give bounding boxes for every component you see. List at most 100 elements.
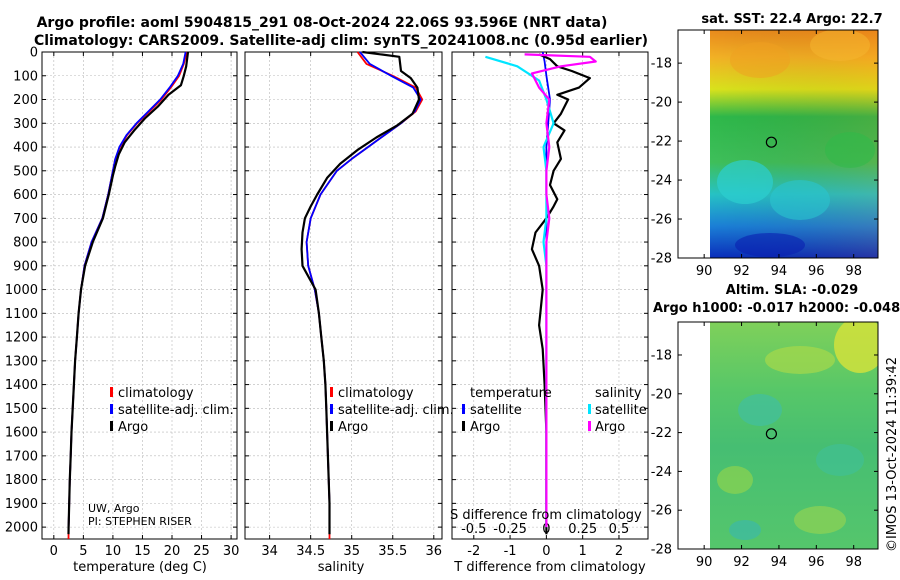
difference-axes-frame <box>451 51 649 540</box>
temperature-axes-frame <box>41 51 238 540</box>
sla-map-title-line1: Altim. SLA: -0.029 <box>726 283 858 298</box>
y-tick-label: 1400 <box>5 378 38 393</box>
y-tick-label: 1600 <box>5 426 38 441</box>
x-tick-label: 35 <box>343 544 360 559</box>
series-line-climatology <box>67 51 188 540</box>
series-line-argo <box>67 51 190 535</box>
x-tick-label: 0 <box>50 544 58 559</box>
y-tick-label: 200 <box>13 93 38 108</box>
legend3-temperature-heading: temperature <box>470 386 552 401</box>
map-y-tick-label: -18 <box>651 348 672 363</box>
x-tick-label: -1 <box>504 544 517 559</box>
series-line-temperature-argo <box>530 53 591 535</box>
credit-line2: PI: STEPHEN RISER <box>88 515 192 528</box>
map-y-tick-label: -26 <box>651 504 672 519</box>
y-tick-label: 1800 <box>5 473 38 488</box>
y-tick-label: 400 <box>13 141 38 156</box>
x-tick-label: -2 <box>467 544 480 559</box>
y-tick-label: 2000 <box>5 521 38 536</box>
salinity-xlabel: salinity <box>318 560 365 575</box>
y-tick-label: 0 <box>30 46 38 61</box>
y-tick-label: 1700 <box>5 449 38 464</box>
map-x-tick-label: 92 <box>733 264 750 279</box>
y-tick-label: 700 <box>13 212 38 227</box>
map-x-tick-label: 94 <box>771 264 788 279</box>
x-tick-label: 30 <box>223 544 240 559</box>
map-x-tick-label: 98 <box>845 264 862 279</box>
sla-map-panel: Altim. SLA: -0.029 Argo h1000: -0.017 h2… <box>651 283 900 570</box>
legend-satellite-label: satellite-adj. clim. <box>118 403 234 418</box>
sla-argo-location-marker <box>765 428 778 440</box>
y-tick-label: 1200 <box>5 331 38 346</box>
difference-legend: temperature salinity satellite Argo sate… <box>462 386 647 435</box>
map-x-tick-label: 96 <box>808 555 825 570</box>
legend2-satellite-label: satellite-adj. clim. <box>338 403 454 418</box>
x-tick-label: 0 <box>542 544 550 559</box>
legend3-temp-satellite-label: satellite <box>470 403 522 418</box>
legend3-temp-satellite-marker <box>462 404 465 414</box>
sst-argo-location-marker <box>765 136 778 148</box>
series-line-argo <box>300 50 421 535</box>
y-tick-label: 800 <box>13 236 38 251</box>
legend3-sal-satellite-label: satellite <box>595 403 647 418</box>
s-tick-label: 0.5 <box>609 522 630 537</box>
imos-watermark: ©IMOS 13-Oct-2024 11:39:42 <box>885 357 900 552</box>
map-x-tick-label: 90 <box>696 555 713 570</box>
legend2-argo-marker <box>330 421 333 431</box>
legend3-sal-argo-label: Argo <box>595 420 625 435</box>
sla-map-field <box>710 322 878 549</box>
difference-panel: -2 -1 0 1 2-0.5 -0.25 0 0.25 0.5 S difference fr… <box>450 51 649 575</box>
legend-satellite-marker <box>110 404 113 414</box>
header-title-line1: Argo profile: aoml 5904815_291 08-Oct-20… <box>37 15 608 31</box>
header-title-line2: Climatology: CARS2009. Satellite-adj cli… <box>34 33 648 49</box>
s-tick-label: -0.25 <box>493 522 527 537</box>
legend-climatology-marker <box>110 387 113 397</box>
x-tick-label: 34.5 <box>296 544 325 559</box>
legend3-sal-argo-marker <box>588 421 591 431</box>
y-tick-label: 1100 <box>5 307 38 322</box>
map-y-tick-label: -22 <box>651 135 672 150</box>
legend3-salinity-heading: salinity <box>595 386 642 401</box>
legend-argo-label: Argo <box>118 420 148 435</box>
y-tick-label: 1900 <box>5 497 38 512</box>
credit-line1: UW, Argo <box>88 502 140 515</box>
difference-xlabel-temperature: T difference from climatology <box>453 560 646 575</box>
map-y-tick-label: -22 <box>651 426 672 441</box>
y-tick-label: 900 <box>13 259 38 274</box>
legend2-climatology-label: climatology <box>338 386 414 401</box>
legend2-climatology-marker <box>330 387 333 397</box>
legend3-sal-satellite-marker <box>588 404 591 414</box>
x-tick-label: 10 <box>105 544 122 559</box>
s-tick-label: 0.25 <box>568 522 597 537</box>
y-tick-label: 300 <box>13 117 38 132</box>
legend-argo-marker <box>110 421 113 431</box>
map-x-tick-label: 96 <box>808 264 825 279</box>
sst-map-title: sat. SST: 22.4 Argo: 22.7 <box>701 12 882 27</box>
legend2-satellite-marker <box>330 404 333 414</box>
x-tick-label: 15 <box>134 544 151 559</box>
y-tick-label: 1500 <box>5 402 38 417</box>
map-y-tick-label: -26 <box>651 213 672 228</box>
legend3-temp-argo-marker <box>462 421 465 431</box>
x-tick-label: 20 <box>164 544 181 559</box>
map-y-tick-label: -20 <box>651 96 672 111</box>
salinity-axes-frame <box>244 51 443 540</box>
y-tick-label: 600 <box>13 188 38 203</box>
salinity-legend: climatology satellite-adj. clim. Argo <box>330 386 454 435</box>
map-x-tick-label: 90 <box>696 264 713 279</box>
y-tick-label: 100 <box>13 69 38 84</box>
map-y-tick-label: -28 <box>651 252 672 267</box>
map-x-tick-label: 94 <box>771 555 788 570</box>
difference-xlabel-salinity: S difference from climatology <box>450 508 642 523</box>
map-y-tick-label: -24 <box>651 174 672 189</box>
y-tick-label: 1000 <box>5 283 38 298</box>
sst-map-field <box>710 30 878 258</box>
map-x-tick-label: 98 <box>845 555 862 570</box>
x-tick-label: 35.5 <box>378 544 407 559</box>
y-tick-label: 500 <box>13 164 38 179</box>
y-tick-label: 1300 <box>5 354 38 369</box>
map-y-tick-label: -24 <box>651 465 672 480</box>
legend-climatology-label: climatology <box>118 386 194 401</box>
map-y-tick-label: -28 <box>651 543 672 558</box>
